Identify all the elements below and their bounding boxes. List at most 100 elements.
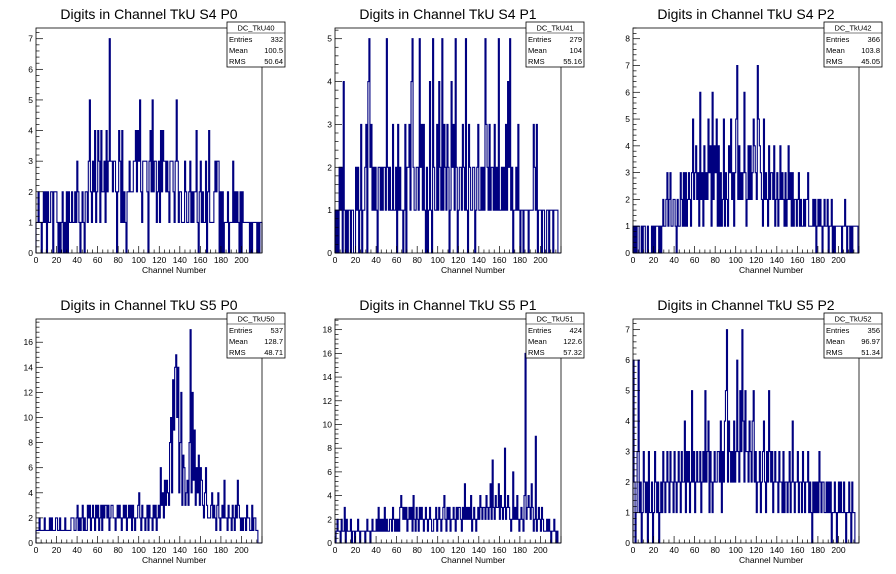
y-tick-label: 0 <box>28 538 33 548</box>
histogram-series <box>632 64 859 254</box>
stats-label: RMS <box>229 348 246 357</box>
y-tick-label: 2 <box>625 194 630 204</box>
histogram-panel: Digits in Channel TkU S5 P20 20 40 60 80 100 1… <box>625 297 883 565</box>
y-tick-label: 4 <box>327 491 332 501</box>
x-tick-label: 180 <box>513 255 527 265</box>
x-tick-label: 200 <box>831 255 845 265</box>
y-tick-label: 7 <box>625 61 630 71</box>
stats-name: DC_TkU40 <box>237 24 274 33</box>
x-tick-label: 140 <box>173 255 187 265</box>
y-tick-label: 1 <box>625 508 630 518</box>
x-tick-label: 80 <box>710 255 720 265</box>
x-tick-label: 60 <box>392 255 402 265</box>
x-tick-label: 40 <box>72 545 82 555</box>
stats-box-frame <box>823 21 883 68</box>
stats-name: DC_TkU51 <box>536 315 573 324</box>
y-tick-label: 8 <box>327 443 332 453</box>
stats-value: 537 <box>270 326 283 335</box>
x-tick-label: 80 <box>113 545 123 555</box>
stats-box: DC_TkU50 Entries 537 Mean 128.7 RMS 48.71 <box>226 312 286 359</box>
x-tick-label: 20 <box>52 545 62 555</box>
histogram-panel: Digits in Channel TkU S4 P20 20 40 60 80 100 1… <box>625 6 883 275</box>
stats-value: 128.7 <box>264 337 283 346</box>
x-tick-label: 100 <box>729 545 743 555</box>
x-tick-label: 200 <box>234 255 248 265</box>
y-tick-label: 8 <box>625 34 630 44</box>
x-tick-label: 0 <box>34 545 39 555</box>
stats-value: 57.32 <box>563 348 582 357</box>
y-tick-label: 10 <box>323 419 333 429</box>
x-tick-label: 80 <box>412 545 422 555</box>
x-tick-label: 100 <box>431 545 445 555</box>
y-tick-label: 12 <box>323 396 333 406</box>
y-tick-label: 16 <box>323 348 333 358</box>
x-tick-label: 160 <box>492 545 506 555</box>
x-tick-label: 20 <box>351 255 361 265</box>
y-tick-label: 0 <box>28 248 33 258</box>
x-axis-label: Channel Number <box>739 555 803 565</box>
y-tick-label: 6 <box>28 64 33 74</box>
x-tick-label: 120 <box>451 545 465 555</box>
x-tick-label: 60 <box>690 545 700 555</box>
stats-value: 366 <box>867 35 880 44</box>
x-tick-label: 0 <box>631 545 636 555</box>
stats-value: 45.05 <box>861 57 880 66</box>
x-tick-label: 200 <box>533 255 547 265</box>
y-tick-label: 3 <box>625 168 630 178</box>
y-tick-label: 0 <box>625 248 630 258</box>
y-tick-label: 14 <box>323 372 333 382</box>
x-axis-label: Channel Number <box>441 555 505 565</box>
x-axis-label: Channel Number <box>739 265 803 275</box>
stats-box-frame <box>525 312 585 359</box>
y-tick-label: 0 <box>327 248 332 258</box>
x-tick-label: 20 <box>351 545 361 555</box>
x-tick-label: 160 <box>193 255 207 265</box>
stats-label: Entries <box>528 35 552 44</box>
y-tick-label: 6 <box>327 467 332 477</box>
y-tick-label: 0 <box>327 538 332 548</box>
y-tick-label: 14 <box>24 362 34 372</box>
y-tick-label: 3 <box>625 447 630 457</box>
x-tick-label: 180 <box>811 545 825 555</box>
histogram-panel: Digits in Channel TkU S4 P00 20 40 60 80 100 1… <box>28 6 286 275</box>
x-tick-label: 200 <box>234 545 248 555</box>
x-tick-label: 180 <box>811 255 825 265</box>
stats-box-frame <box>823 312 883 359</box>
stats-box: DC_TkU41 Entries 279 Mean 104 RMS 55.16 <box>525 21 585 68</box>
x-tick-label: 140 <box>770 545 784 555</box>
y-tick-label: 5 <box>625 114 630 124</box>
x-tick-label: 100 <box>132 255 146 265</box>
x-tick-label: 80 <box>412 255 422 265</box>
stats-value: 50.64 <box>264 57 283 66</box>
stats-label: Mean <box>826 337 845 346</box>
y-tick-label: 3 <box>28 156 33 166</box>
stats-label: Mean <box>528 46 547 55</box>
x-tick-label: 40 <box>669 545 679 555</box>
x-tick-label: 120 <box>749 545 763 555</box>
histogram-panel: Digits in Channel TkU S4 P10 20 40 60 80 100 1… <box>327 6 585 275</box>
x-tick-label: 100 <box>132 545 146 555</box>
stats-name: DC_TkU41 <box>536 24 573 33</box>
histogram-panel: Digits in Channel TkU S5 P00 20 40 60 80 100 1… <box>24 297 286 565</box>
stats-label: RMS <box>826 57 843 66</box>
stats-value: 424 <box>569 326 582 335</box>
stats-value: 332 <box>270 35 283 44</box>
x-tick-label: 180 <box>214 255 228 265</box>
x-tick-label: 160 <box>492 255 506 265</box>
x-tick-label: 140 <box>472 255 486 265</box>
y-tick-label: 6 <box>625 355 630 365</box>
x-tick-label: 0 <box>34 255 39 265</box>
y-tick-label: 6 <box>28 463 33 473</box>
stats-label: RMS <box>229 57 246 66</box>
x-tick-label: 160 <box>193 545 207 555</box>
x-tick-label: 20 <box>649 255 659 265</box>
x-tick-label: 120 <box>152 545 166 555</box>
y-tick-label: 5 <box>28 95 33 105</box>
x-tick-label: 0 <box>631 255 636 265</box>
stats-label: Mean <box>826 46 845 55</box>
x-tick-label: 180 <box>214 545 228 555</box>
y-tick-label: 2 <box>28 513 33 523</box>
x-tick-label: 0 <box>333 545 338 555</box>
stats-value: 122.6 <box>563 337 582 346</box>
